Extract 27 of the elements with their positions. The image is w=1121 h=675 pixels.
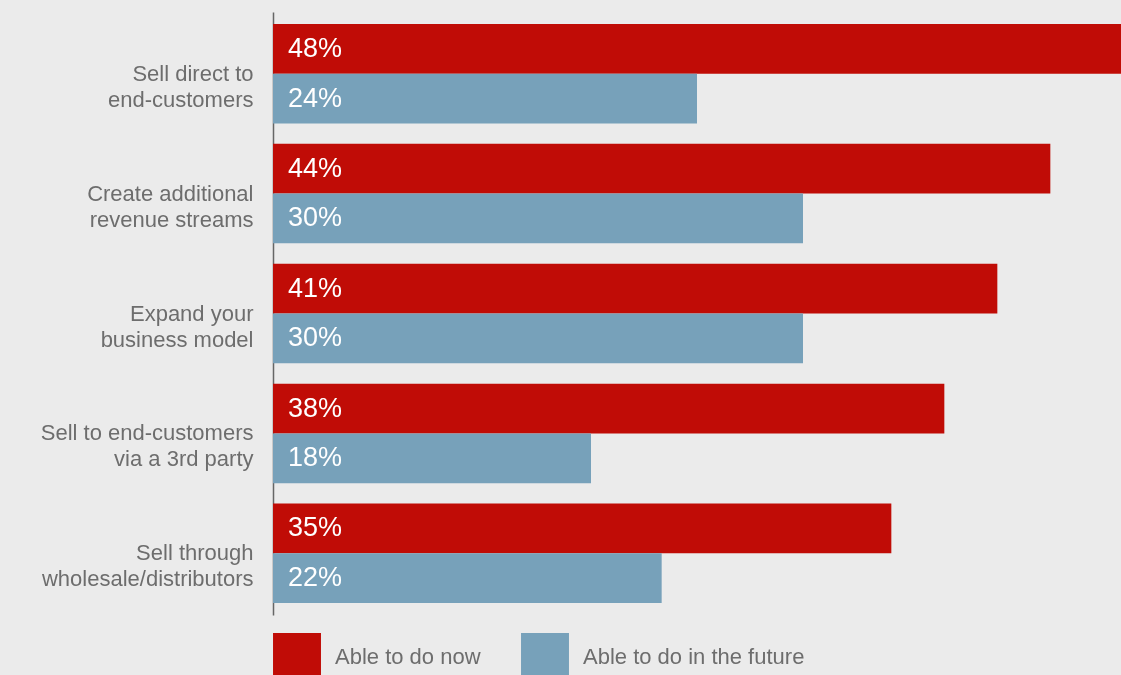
bar [273, 503, 892, 554]
bar [273, 433, 591, 484]
bar [273, 73, 697, 124]
bar [273, 193, 803, 244]
data-label: 41% [288, 272, 343, 303]
data-label: 18% [288, 442, 343, 473]
legend-label: Able to do in the future [583, 644, 805, 670]
bar [273, 23, 1121, 74]
data-label: 38% [288, 392, 343, 423]
bar [273, 143, 1051, 194]
legend-label: Able to do now [335, 644, 481, 670]
bar [273, 263, 998, 314]
y-tick-label: Create additional revenue streams [87, 180, 254, 232]
data-label: 48% [288, 32, 343, 63]
data-label: 22% [288, 562, 343, 593]
bar [273, 553, 662, 604]
data-label: 24% [288, 82, 343, 113]
y-tick-label: Sell through wholesale/distributors [40, 540, 254, 592]
data-label: 30% [288, 322, 343, 353]
bar [273, 383, 945, 434]
bar [273, 313, 803, 364]
data-label: 30% [288, 202, 343, 233]
data-label: 35% [288, 512, 343, 543]
y-tick-label: Sell to end-customers via a 3rd party [40, 420, 254, 472]
data-label: 44% [288, 152, 343, 183]
y-tick-label: Sell direct to end-customers [107, 60, 254, 112]
y-tick-label: Expand your business model [100, 300, 254, 352]
